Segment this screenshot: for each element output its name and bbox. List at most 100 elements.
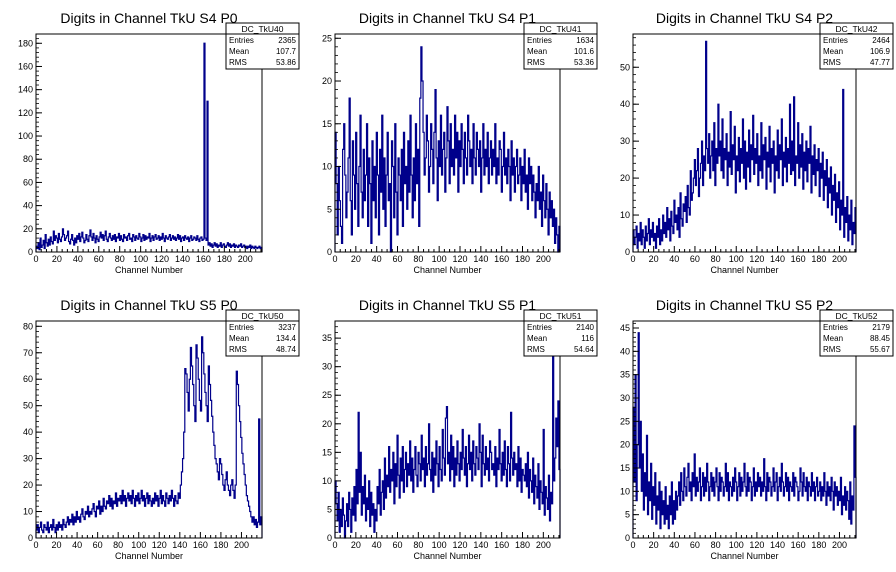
stats-key: Entries	[229, 36, 254, 45]
x-tick-label: 80	[413, 254, 423, 264]
stats-key: Mean	[527, 47, 547, 56]
y-tick-label: 20	[23, 224, 33, 234]
x-tick-label: 20	[649, 540, 659, 550]
x-tick-label: 80	[711, 540, 721, 550]
x-tick-label: 80	[711, 254, 721, 264]
stats-box-name: DC_TkU51	[539, 311, 581, 321]
x-tick-label: 100	[133, 254, 148, 264]
x-tick-label: 40	[72, 540, 82, 550]
y-tick-label: 25	[322, 390, 332, 400]
x-tick-label: 160	[494, 254, 509, 264]
histogram-series	[35, 42, 263, 252]
y-tick-label: 25	[322, 33, 332, 43]
stats-value: 1634	[576, 36, 594, 45]
stats-value: 54.64	[574, 345, 595, 354]
x-tick-label: 100	[131, 540, 146, 550]
x-tick-label: 160	[193, 540, 208, 550]
stats-key: Entries	[229, 323, 254, 332]
y-tick-label: 20	[620, 173, 630, 183]
x-tick-label: 0	[332, 540, 337, 550]
histogram-series	[334, 46, 561, 253]
y-tick-label: 40	[23, 427, 33, 437]
panel-5: Digits in Channel TkU S5 P10 20 40 60 80 100 1…	[322, 297, 598, 561]
x-tick-label: 180	[515, 540, 530, 550]
y-tick-label: 35	[620, 370, 630, 380]
stats-value: 53.36	[574, 58, 595, 67]
plot-frame	[632, 320, 857, 539]
x-tick-label: 0	[630, 254, 635, 264]
panel-3: Digits in Channel TkU S4 P20 20 40 60 80 100 1…	[620, 10, 894, 275]
plot-frame	[632, 33, 857, 253]
y-tick-label: 45	[620, 323, 630, 333]
y-tick-label: 30	[620, 136, 630, 146]
y-tick-label: 0	[28, 247, 33, 257]
stats-value: 2140	[576, 323, 594, 332]
stats-key: RMS	[229, 345, 247, 354]
x-tick-label: 40	[372, 254, 382, 264]
y-tick-label: 60	[23, 374, 33, 384]
x-tick-label: 120	[749, 540, 764, 550]
stats-value: 106.9	[870, 47, 891, 56]
stats-key: RMS	[823, 345, 841, 354]
panel-title: Digits in Channel TkU S4 P2	[656, 10, 833, 26]
stats-box: DC_TkU51 Entries 2140 Mean 116 RMS 54.64	[523, 309, 598, 357]
x-tick-label: 120	[452, 254, 467, 264]
stats-key: RMS	[823, 58, 841, 67]
x-tick-label: 80	[115, 254, 125, 264]
x-tick-label: 140	[770, 540, 785, 550]
panel-1: Digits in Channel TkU S4 P0 0 20 40 60 80 100 1…	[18, 10, 300, 275]
stats-value: 116	[581, 334, 594, 343]
y-tick-label: 0	[327, 533, 332, 543]
x-tick-label: 60	[93, 540, 103, 550]
y-tick-label: 60	[23, 177, 33, 187]
x-tick-label: 0	[33, 540, 38, 550]
histogram-series	[632, 332, 857, 538]
y-tick-label: 0	[625, 533, 630, 543]
stats-value: 55.67	[870, 345, 891, 354]
x-axis-label: Channel Number	[413, 265, 481, 275]
stats-box-name: DC_TkU52	[835, 311, 877, 321]
y-tick-label: 0	[28, 533, 33, 543]
stats-value: 107.7	[276, 47, 297, 56]
y-tick-label: 35	[322, 333, 332, 343]
stats-box-name: DC_TkU41	[539, 24, 581, 34]
x-tick-label: 0	[33, 254, 38, 264]
x-tick-label: 60	[94, 254, 104, 264]
x-tick-label: 20	[351, 254, 361, 264]
y-tick-label: 20	[23, 480, 33, 490]
y-tick-label: 5	[327, 504, 332, 514]
panel-title: Digits in Channel TkU S5 P0	[60, 297, 237, 313]
stats-value: 88.45	[870, 334, 891, 343]
y-tick-label: 40	[620, 346, 630, 356]
x-tick-label: 60	[690, 254, 700, 264]
stats-box-name: DC_TkU40	[241, 24, 283, 34]
y-tick-label: 20	[322, 76, 332, 86]
x-axis-label: Channel Number	[710, 551, 778, 561]
x-tick-label: 100	[432, 254, 447, 264]
stats-key: Mean	[229, 47, 249, 56]
stats-key: RMS	[229, 58, 247, 67]
stats-box: DC_TkU42 Entries 2464 Mean 106.9 RMS 47.77	[819, 22, 894, 70]
stats-value: 134.4	[276, 334, 297, 343]
stats-value: 101.6	[574, 47, 595, 56]
y-tick-label: 70	[23, 348, 33, 358]
y-tick-label: 80	[23, 321, 33, 331]
histogram-series	[35, 336, 263, 538]
x-tick-label: 100	[432, 540, 447, 550]
x-tick-label: 180	[217, 254, 232, 264]
x-tick-label: 120	[152, 540, 167, 550]
stats-value: 48.74	[276, 345, 297, 354]
x-tick-label: 140	[175, 254, 190, 264]
x-tick-label: 160	[196, 254, 211, 264]
x-tick-label: 160	[791, 540, 806, 550]
x-tick-label: 200	[832, 254, 847, 264]
stats-value: 2365	[278, 36, 296, 45]
x-tick-label: 200	[238, 254, 253, 264]
stats-key: Entries	[527, 36, 552, 45]
stats-key: RMS	[527, 58, 545, 67]
stats-box: DC_TkU52 Entries 2179 Mean 88.45 RMS 55.67	[819, 309, 894, 357]
x-tick-label: 80	[113, 540, 123, 550]
x-tick-label: 180	[811, 540, 826, 550]
x-tick-label: 120	[452, 540, 467, 550]
